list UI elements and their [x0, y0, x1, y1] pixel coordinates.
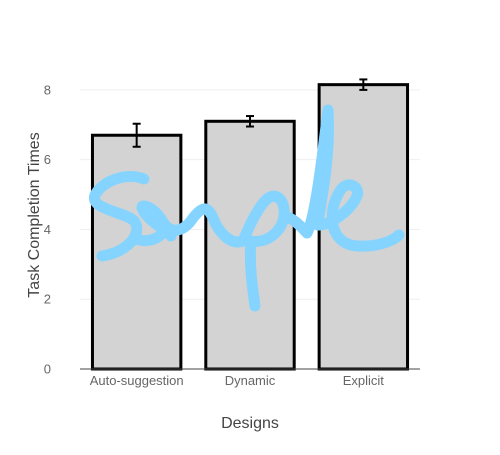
error-bars: [132, 78, 368, 148]
y-tick-label: 6: [44, 152, 51, 167]
y-tick-labels: 0 2 4 6 8: [44, 82, 51, 376]
y-tick-label: 0: [44, 362, 51, 377]
x-tick-label: Auto-suggestion: [90, 373, 184, 388]
x-tick-label: Explicit: [343, 373, 385, 388]
x-tick-labels: Auto-suggestion Dynamic Explicit: [90, 373, 385, 388]
x-tick-label: Dynamic: [225, 373, 276, 388]
y-axis-title: Task Completion Times: [26, 132, 43, 297]
y-tick-label: 4: [44, 222, 51, 237]
x-axis-title: Designs: [221, 415, 279, 432]
sample-watermark: [89, 104, 405, 312]
y-tick-label: 8: [44, 82, 51, 97]
y-tick-label: 2: [44, 292, 51, 307]
